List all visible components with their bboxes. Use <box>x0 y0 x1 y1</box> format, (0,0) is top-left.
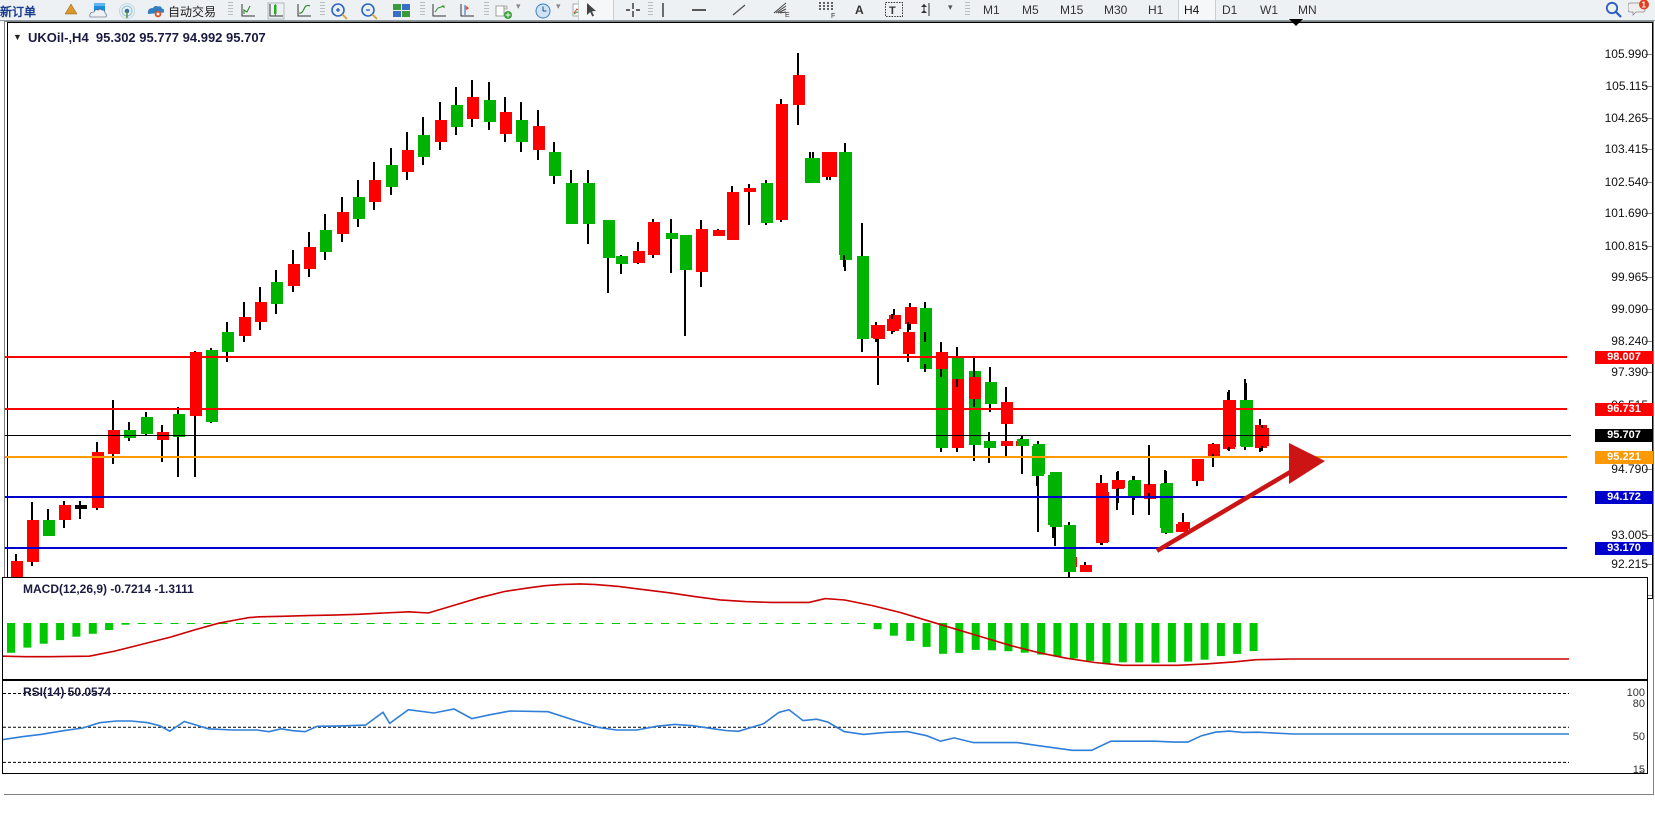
svg-text:F: F <box>831 13 835 19</box>
svg-text:E: E <box>785 12 790 18</box>
svg-text:1: 1 <box>1642 1 1647 10</box>
svg-text:T: T <box>889 5 896 17</box>
